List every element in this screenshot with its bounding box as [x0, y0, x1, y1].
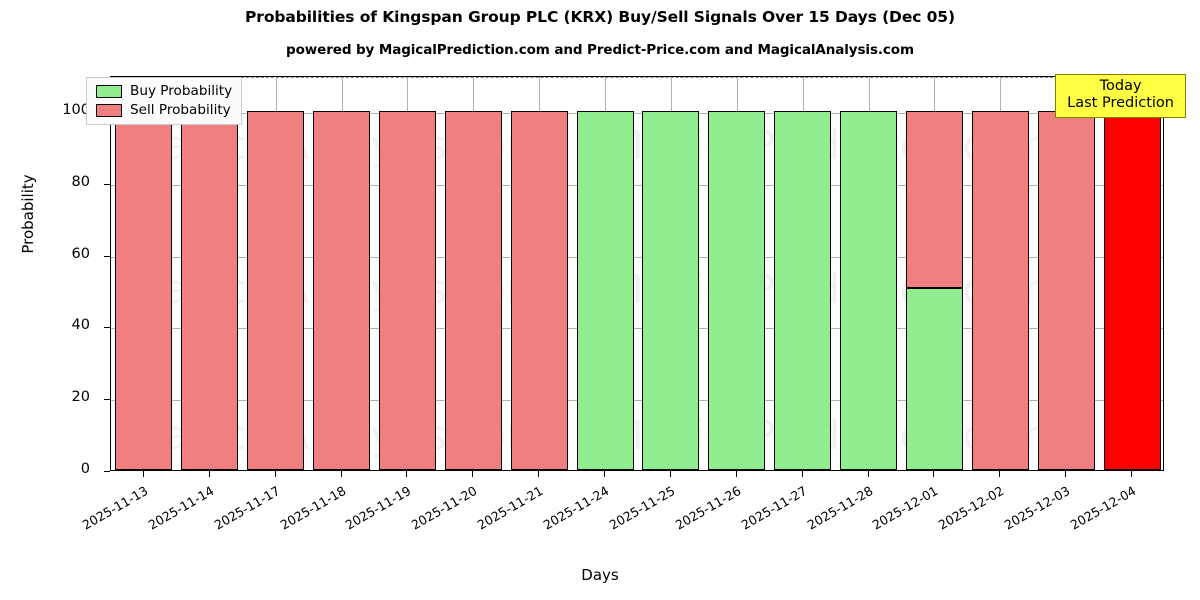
legend-swatch: [96, 103, 122, 117]
gridline-horizontal: [111, 256, 1163, 258]
y-axis-tick-label: 20: [71, 389, 90, 406]
bar-group[interactable]: [576, 77, 634, 470]
x-axis-tick-mark: [999, 471, 1001, 477]
bar-segment-sell[interactable]: [181, 110, 239, 470]
y-axis-tick-mark: [104, 471, 110, 472]
y-axis-tick-label: 80: [71, 173, 90, 190]
bar-segment-sell[interactable]: [971, 110, 1029, 470]
chart-legend: Buy Probability Sell Probability: [86, 77, 243, 125]
gridline-horizontal: [111, 184, 1163, 186]
x-axis-tick-mark: [208, 471, 210, 477]
bar-segment-today[interactable]: [1103, 110, 1161, 470]
bar-group[interactable]: [378, 77, 436, 470]
y-axis-tick-label: 60: [71, 245, 90, 262]
legend-label: Buy Probability: [130, 83, 233, 99]
bar-segment-sell[interactable]: [1037, 110, 1095, 470]
bar-group[interactable]: [510, 77, 568, 470]
y-axis-tick-label: 40: [71, 317, 90, 334]
bar-segment-buy[interactable]: [642, 110, 700, 470]
bar-group[interactable]: [971, 77, 1029, 470]
gridline-horizontal: [111, 112, 1163, 114]
bar-segment-sell[interactable]: [905, 110, 963, 288]
bar-group[interactable]: [313, 77, 371, 470]
bar-group[interactable]: [1037, 77, 1095, 470]
bar-group[interactable]: [840, 77, 898, 470]
reference-line: [111, 77, 1163, 78]
y-axis-label: Probability: [19, 174, 37, 254]
bar-segment-buy[interactable]: [840, 110, 898, 470]
x-axis-tick-mark: [274, 471, 276, 477]
bar-group[interactable]: [774, 77, 832, 470]
x-axis-tick-mark: [406, 471, 408, 477]
x-axis-tick-mark: [472, 471, 474, 477]
y-axis-tick-mark: [104, 327, 110, 329]
y-axis-tick-label: 100: [62, 101, 90, 118]
bar-segment-sell[interactable]: [444, 110, 502, 470]
x-axis-tick-mark: [340, 471, 342, 477]
bar-segment-sell[interactable]: [247, 110, 305, 470]
bar-segment-sell[interactable]: [115, 110, 173, 470]
plot-area: MagicalAnalysis.comMagicaPrediction.comM…: [110, 76, 1164, 471]
bar-group[interactable]: [905, 77, 963, 470]
bar-group[interactable]: [181, 77, 239, 470]
x-axis-tick-mark: [604, 471, 606, 477]
x-axis-tick-mark: [801, 471, 803, 477]
x-axis-tick-mark: [538, 471, 540, 477]
y-axis-tick-mark: [104, 399, 110, 401]
chart-subtitle: powered by MagicalPrediction.com and Pre…: [286, 42, 914, 58]
gridline-horizontal: [111, 400, 1163, 402]
x-axis-tick-mark: [1131, 471, 1133, 477]
bar-segment-buy[interactable]: [774, 110, 832, 470]
today-annotation: Today Last Prediction: [1055, 74, 1186, 119]
x-axis-tick-mark: [1065, 471, 1067, 477]
bar-segment-sell[interactable]: [313, 110, 371, 470]
bar-group[interactable]: [115, 77, 173, 470]
y-axis-tick-label: 0: [80, 461, 90, 477]
bar-group[interactable]: [1103, 77, 1161, 470]
x-axis-label: Days: [581, 566, 619, 584]
legend-item: Sell Probability: [96, 102, 232, 118]
bar-group[interactable]: [642, 77, 700, 470]
gridline-horizontal: [111, 328, 1163, 330]
bar-series-layer: [111, 77, 1163, 470]
x-axis-tick-mark: [933, 471, 935, 477]
x-axis-tick-mark: [669, 471, 671, 477]
x-axis-tick-mark: [142, 471, 144, 477]
today-annotation-line1: Today: [1099, 78, 1142, 94]
y-axis-tick-mark: [104, 255, 110, 257]
bar-segment-sell[interactable]: [510, 110, 568, 470]
legend-swatch: [96, 84, 122, 98]
bar-group[interactable]: [708, 77, 766, 470]
bar-group[interactable]: [444, 77, 502, 470]
bar-segment-buy[interactable]: [708, 110, 766, 470]
x-axis-tick-mark: [735, 471, 737, 477]
legend-label: Sell Probability: [130, 102, 231, 118]
bar-segment-buy[interactable]: [905, 287, 963, 470]
legend-item: Buy Probability: [96, 83, 232, 99]
bar-segment-sell[interactable]: [378, 110, 436, 470]
bar-segment-buy[interactable]: [576, 110, 634, 470]
y-axis-tick-mark: [104, 183, 110, 185]
page-title: Probabilities of Kingspan Group PLC (KRX…: [245, 8, 955, 26]
x-axis-tick-mark: [867, 471, 869, 477]
today-annotation-line2: Last Prediction: [1067, 95, 1174, 112]
bar-group[interactable]: [247, 77, 305, 470]
